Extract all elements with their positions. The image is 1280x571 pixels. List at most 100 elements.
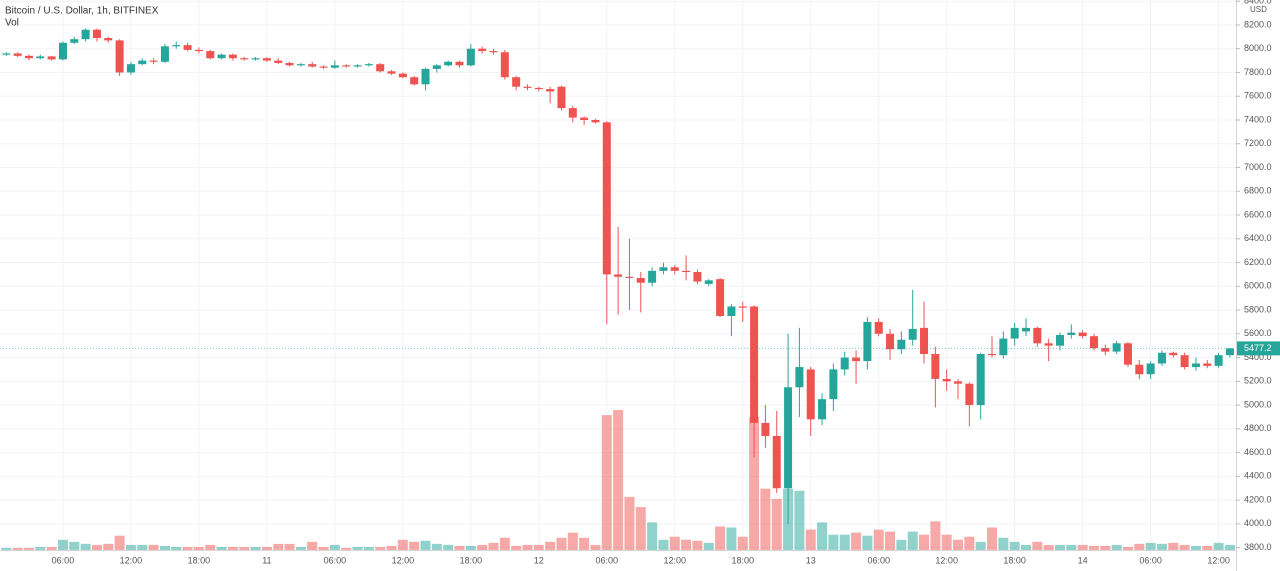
volume-bar	[284, 543, 295, 550]
candle-body	[364, 64, 373, 66]
candle-body	[829, 369, 838, 400]
candle-body	[47, 56, 56, 60]
volume-bar	[363, 546, 374, 550]
candle-body	[784, 387, 793, 489]
x-tick-label: 18:00	[188, 555, 211, 565]
candle-body	[138, 60, 147, 65]
volume-bar	[12, 547, 23, 550]
candle-body	[750, 306, 759, 423]
candle-body	[976, 353, 985, 406]
x-tick-label: 18:00	[460, 555, 483, 565]
x-tick-label: 18:00	[731, 555, 754, 565]
volume-bar	[397, 539, 408, 550]
candle-body	[761, 422, 770, 436]
volume-bar	[1145, 542, 1156, 550]
y-tick-label: 6200.0	[1244, 257, 1272, 267]
candle-body	[580, 117, 589, 120]
volume-bar	[658, 539, 669, 550]
candle-body	[568, 108, 577, 118]
volume-bar	[307, 541, 318, 550]
volume-bar	[533, 544, 544, 550]
volume-bar	[57, 539, 68, 550]
volume-bar	[851, 532, 862, 550]
volume-bar	[352, 546, 363, 550]
candle-body	[1101, 348, 1110, 352]
y-tick-label: 7800.0	[1244, 67, 1272, 77]
candle-body	[1214, 355, 1223, 366]
y-tick-label: 5000.0	[1244, 399, 1272, 409]
candle-body	[1067, 332, 1076, 335]
volume-bar	[69, 541, 80, 550]
y-tick-label: 8400.0	[1244, 0, 1272, 6]
volume-bar	[953, 539, 964, 550]
volume-bar	[975, 541, 986, 550]
candle-body	[285, 62, 294, 66]
volume-bar	[261, 546, 272, 550]
last-price-tag	[1237, 341, 1280, 356]
volume-bar	[137, 544, 148, 550]
volume-bar	[205, 544, 216, 550]
candle-body	[1146, 363, 1155, 375]
x-tick-label: 06:00	[324, 555, 347, 565]
volume-bar	[227, 546, 238, 550]
x-tick-label: 12:00	[935, 555, 958, 565]
candle-body	[1123, 343, 1132, 365]
candle-body	[704, 280, 713, 284]
volume-bar	[907, 531, 918, 550]
volume-bar	[80, 543, 91, 550]
volume-bar	[488, 542, 499, 550]
candle-body	[602, 122, 611, 275]
candle-body	[614, 274, 623, 277]
volume-bar	[635, 507, 646, 550]
volume-bar	[556, 537, 567, 550]
volume-bar	[1, 547, 12, 550]
volume-bar	[1032, 541, 1043, 550]
volume-bar	[964, 536, 975, 550]
volume-label: Vol	[5, 18, 19, 29]
candle-body	[353, 65, 362, 67]
candle-body	[863, 321, 872, 362]
candle-body	[274, 60, 283, 63]
candle-body	[1010, 327, 1019, 339]
y-tick-label: 7200.0	[1244, 138, 1272, 148]
candle-body	[342, 65, 351, 67]
x-tick-label: 12:00	[664, 555, 687, 565]
volume-bar	[329, 544, 340, 550]
candle-body	[648, 270, 657, 283]
volume-bar	[1077, 544, 1088, 550]
candle-body	[670, 267, 679, 271]
candle-body	[806, 369, 815, 420]
candle-body	[738, 306, 747, 308]
y-tick-label: 6400.0	[1244, 233, 1272, 243]
volume-bar	[545, 541, 556, 550]
y-tick-label: 4800.0	[1244, 423, 1272, 433]
candle-body	[908, 329, 917, 340]
candle-body	[206, 51, 215, 59]
last-price-label: 5477.2	[1244, 343, 1272, 353]
candle-body	[308, 64, 317, 67]
y-tick-label: 3800.0	[1244, 542, 1272, 552]
volume-bar	[749, 417, 760, 550]
volume-bar	[103, 543, 114, 550]
candle-body	[296, 64, 305, 66]
candle-body	[1203, 363, 1212, 366]
volume-bar	[443, 544, 454, 550]
candle-body	[455, 61, 464, 66]
volume-bar	[1213, 542, 1224, 550]
candle-body	[376, 64, 385, 72]
candle-body	[1078, 332, 1087, 337]
volume-bar	[1066, 544, 1077, 550]
chart-title: Bitcoin / U.S. Dollar, 1h, BITFINEX	[5, 6, 159, 17]
y-tick-label: 6800.0	[1244, 186, 1272, 196]
candle-body	[636, 277, 645, 283]
volume-bar	[805, 529, 816, 550]
volume-bar	[647, 522, 658, 550]
volume-bar	[715, 526, 726, 550]
candle-body	[920, 327, 929, 354]
candle-body	[421, 68, 430, 85]
candle-body	[2, 53, 11, 55]
volume-bar	[828, 534, 839, 550]
volume-bar	[579, 537, 590, 550]
candle-body	[36, 56, 45, 59]
candle-body	[194, 49, 203, 52]
